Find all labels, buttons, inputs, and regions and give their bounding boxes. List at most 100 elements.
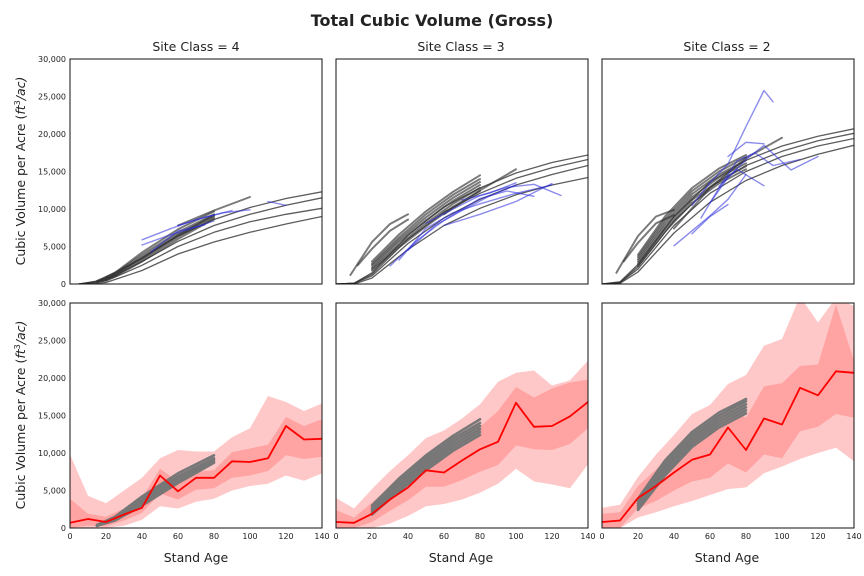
- x-tick-label: 80: [475, 532, 485, 541]
- observed-line: [727, 141, 765, 158]
- model-line: [371, 178, 481, 265]
- observed-line: [709, 144, 819, 204]
- y-label-unit-rest: /ac): [13, 77, 28, 102]
- model-line: [602, 137, 854, 284]
- panel-bottom-left: 0 5,000 10,000 15,000 20,000 25,000 30,000 0 20 4…: [38, 299, 330, 541]
- y-label-unit-base: ft: [13, 104, 28, 114]
- model-line: [673, 136, 783, 230]
- y-label-prefix: Cubic Volume per Acre (: [13, 115, 28, 266]
- x-tick-label: 80: [741, 532, 751, 541]
- model-line: [105, 214, 215, 279]
- model-line: [615, 208, 675, 274]
- model-line: [349, 213, 409, 276]
- model-line: [637, 156, 747, 258]
- observed-line: [461, 182, 517, 201]
- model-curve: [636, 399, 748, 503]
- model-line: [96, 217, 215, 283]
- y-tick-label: 25,000: [38, 337, 66, 346]
- panel-frame: [335, 302, 589, 529]
- model-curve: [636, 397, 748, 501]
- x-tick-label: 20: [101, 532, 111, 541]
- panel-frame: [601, 302, 855, 529]
- panel-frame: [69, 302, 323, 529]
- y-tick-label: 20,000: [38, 130, 66, 139]
- plot-area: [602, 303, 854, 528]
- x-axis-label-left: Stand Age: [164, 550, 229, 565]
- x-tick-label: 20: [367, 532, 377, 541]
- panel-title-site-class-3: Site Class = 3: [417, 39, 504, 54]
- x-tick-label: 60: [439, 532, 449, 541]
- y-tick-label: 5,000: [43, 243, 66, 252]
- observed-line: [267, 200, 287, 207]
- x-tick-label: 60: [705, 532, 715, 541]
- panel-bottom-middle: 0 20 40 60 80 100 120 140: [333, 302, 596, 541]
- median-line: [336, 401, 588, 524]
- x-tick-label: 0: [67, 532, 72, 541]
- model-line: [637, 159, 747, 261]
- y-tick-label: 30,000: [38, 55, 66, 64]
- panel-frame: [601, 58, 855, 285]
- model-curve: [636, 402, 748, 505]
- model-line: [78, 197, 322, 284]
- model-curve: [370, 417, 482, 507]
- x-tick-label: 120: [544, 532, 559, 541]
- model-curve: [370, 430, 482, 515]
- observed-line: [150, 224, 206, 253]
- observed-line: [718, 168, 765, 188]
- panel-grid: 0 5,000 10,000 15,000 20,000 25,000 30,000 0 5,0…: [38, 55, 862, 541]
- x-tick-label: 140: [580, 532, 595, 541]
- y-tick-label: 5,000: [43, 487, 66, 496]
- x-tick-label: 80: [209, 532, 219, 541]
- x-tick-label: 140: [846, 532, 861, 541]
- model-line: [78, 215, 322, 284]
- observed-line: [691, 89, 774, 207]
- panel-bottom-right: 0 20 40 60 80 100 120 140: [599, 302, 862, 541]
- median-line: [602, 370, 854, 523]
- median-line: [70, 425, 322, 524]
- model-line: [371, 174, 481, 263]
- y-axis-label-top: Cubic Volume per Acre (ft3/ac): [13, 77, 28, 266]
- model-line: [443, 168, 517, 216]
- model-curve: [636, 405, 748, 507]
- panel-top-middle: [335, 58, 589, 285]
- y-tick-label: 0: [61, 280, 66, 289]
- x-tick-label: 20: [633, 532, 643, 541]
- model-curve: [370, 427, 482, 513]
- x-tick-label: 40: [669, 532, 679, 541]
- plot-area: [78, 191, 322, 284]
- y-tick-label: 15,000: [38, 412, 66, 421]
- panel-top-left: 0 5,000 10,000 15,000 20,000 25,000 30,000: [38, 55, 323, 289]
- x-tick-label: 40: [403, 532, 413, 541]
- y-label-unit-base: ft: [13, 348, 28, 358]
- x-axis-label-right: Stand Age: [695, 550, 760, 565]
- y-tick-label: 30,000: [38, 299, 66, 308]
- model-curve: [370, 424, 482, 511]
- y-tick-label: 10,000: [38, 449, 66, 458]
- observed-line: [407, 184, 517, 252]
- x-tick-label: 100: [508, 532, 523, 541]
- y-tick-label: 25,000: [38, 93, 66, 102]
- model-line: [637, 165, 747, 265]
- model-curve: [636, 408, 748, 510]
- x-tick-label: 100: [774, 532, 789, 541]
- y-label-unit-sup: 3: [13, 344, 22, 349]
- model-curve: [95, 461, 216, 528]
- y-tick-label: 10,000: [38, 205, 66, 214]
- panel-frame: [69, 58, 323, 285]
- model-line: [356, 218, 409, 267]
- x-axis-label-middle: Stand Age: [429, 550, 494, 565]
- y-label-unit-rest: /ac): [13, 321, 28, 346]
- x-tick-label: 0: [333, 532, 338, 541]
- model-line: [371, 184, 481, 269]
- model-line: [177, 196, 251, 227]
- model-curve: [370, 421, 482, 510]
- plot-area: [336, 154, 588, 284]
- y-tick-label: 15,000: [38, 168, 66, 177]
- x-tick-label: 140: [314, 532, 329, 541]
- panel-frame: [335, 58, 589, 285]
- y-tick-label: 0: [61, 524, 66, 533]
- panel-top-right: [601, 58, 855, 285]
- x-tick-label: 60: [173, 532, 183, 541]
- panel-title-site-class-4: Site Class = 4: [152, 39, 239, 54]
